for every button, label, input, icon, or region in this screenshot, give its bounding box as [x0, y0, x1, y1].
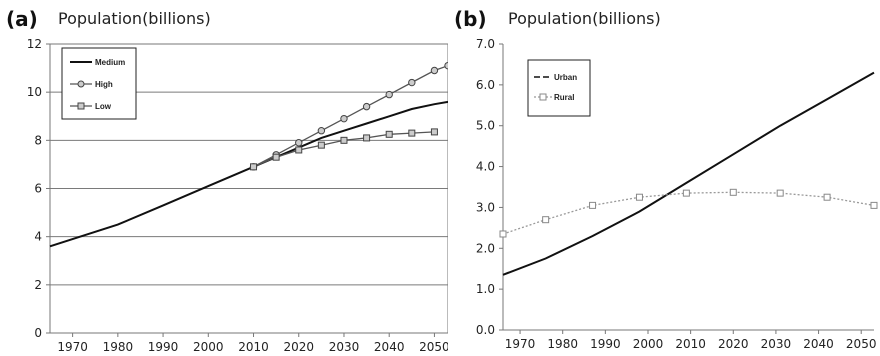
panel-a-legend: Medium High Low	[61, 47, 137, 120]
b-series-rural-point	[776, 189, 784, 197]
b-y-tick-label: 5.0	[476, 119, 495, 133]
a-series-high-point	[295, 139, 303, 147]
a-x-tick-label: 2040	[374, 340, 405, 354]
b-x-tick-label: 1970	[505, 337, 536, 351]
b-y-tick-label: 0.0	[476, 323, 495, 337]
legend-high-label: High	[95, 80, 113, 89]
a-series-low-point	[408, 129, 416, 137]
b-series-rural-point	[589, 201, 597, 209]
panel-b-title: Population(billions)	[508, 9, 661, 28]
panel-b-letter: (b)	[454, 7, 487, 31]
a-x-tick-label: 2050	[419, 340, 448, 354]
b-series-rural-point	[870, 201, 878, 209]
b-x-tick-label: 2020	[718, 337, 749, 351]
a-series-high-point	[408, 78, 416, 87]
a-series-high-point	[362, 102, 371, 111]
legend-low-label: Low	[95, 102, 112, 111]
b-series-rural-line	[502, 191, 875, 235]
chart-panel-a: (a) Population(billions) 1970 1980 1990 200…	[6, 7, 448, 354]
b-y-tick-label: 2.0	[476, 241, 495, 255]
a-x-tick-label: 2020	[283, 340, 314, 354]
panel-a-letter: (a)	[6, 7, 38, 31]
b-y-tick-label: 7.0	[476, 37, 495, 51]
legend-rural-label: Rural	[554, 93, 574, 102]
a-series-low-point	[430, 128, 438, 136]
a-y-tick-label: 4	[34, 230, 42, 244]
legend-urban-label: Urban	[554, 73, 577, 82]
panel-b-x-ticks: 1970 1980 1990 2000 2010 2020 2030 2040 2050	[505, 330, 877, 351]
b-series-rural-point	[682, 189, 690, 197]
panel-b-series	[499, 71, 878, 276]
b-series-rural-point	[823, 193, 831, 201]
a-series-low-point	[340, 136, 348, 144]
a-x-tick-label: 1980	[103, 340, 134, 354]
a-series-high-point	[317, 127, 326, 135]
a-x-tick-label: 1990	[148, 340, 179, 354]
a-y-tick-label: 10	[27, 85, 42, 99]
a-series-low-point	[363, 134, 371, 142]
b-series-rural-point	[635, 193, 643, 201]
b-y-tick-label: 1.0	[476, 282, 495, 296]
a-series-high-point	[340, 114, 348, 123]
panel-b-axes	[502, 44, 874, 331]
a-series-low-point	[385, 130, 393, 138]
panel-b-y-ticks: 0.0 1.0 2.0 3.0 4.0 5.0 6.0 7.0	[476, 37, 503, 337]
a-series-high-line	[253, 65, 448, 168]
b-x-tick-label: 2040	[803, 337, 834, 351]
a-series-high-point	[430, 66, 439, 75]
legend-high-marker	[77, 80, 85, 88]
b-x-tick-label: 1980	[547, 337, 578, 351]
a-x-tick-label: 2030	[329, 340, 360, 354]
panel-a-series	[49, 61, 448, 248]
b-series-rural-point	[499, 230, 507, 238]
legend-low-marker	[77, 102, 85, 110]
b-x-tick-label: 2030	[761, 337, 792, 351]
b-series-rural-point	[542, 216, 550, 224]
panel-b-legend: Urban Rural	[527, 59, 591, 117]
b-x-tick-label: 2050	[846, 337, 877, 351]
b-series-urban-line	[502, 71, 875, 276]
panel-b-legend-box	[527, 59, 591, 117]
b-series-rural-point	[729, 188, 737, 196]
chart-panel-b: (b) Population(billions) 1970 1980 1990 200…	[454, 7, 878, 351]
b-y-tick-label: 4.0	[476, 160, 495, 174]
a-y-tick-label: 2	[34, 278, 42, 292]
a-series-low-point	[295, 146, 303, 154]
b-x-tick-label: 2000	[633, 337, 664, 351]
a-series-low-point	[250, 163, 258, 171]
legend-medium-label: Medium	[95, 58, 125, 67]
b-y-tick-label: 3.0	[476, 200, 495, 214]
a-x-tick-label: 1970	[57, 340, 88, 354]
a-series-high-point	[385, 90, 393, 99]
a-series-medium-line	[49, 100, 448, 248]
a-series-low-point	[317, 141, 325, 149]
a-y-tick-label: 0	[34, 326, 42, 340]
b-x-tick-label: 1990	[590, 337, 621, 351]
a-y-tick-label: 6	[34, 182, 42, 196]
a-y-tick-label: 8	[34, 133, 42, 147]
panel-a-y-ticks: 0 2 4 6 8 10 12	[27, 37, 50, 340]
a-x-tick-label: 2010	[238, 340, 269, 354]
b-x-tick-label: 2010	[675, 337, 706, 351]
a-series-low-point	[272, 153, 280, 161]
panel-a-x-ticks: 1970 1980 1990 2000 2010 2020 2030 2040 2050	[57, 333, 448, 354]
a-x-tick-label: 2000	[193, 340, 224, 354]
legend-rural-marker	[539, 93, 547, 101]
panel-a-title: Population(billions)	[58, 9, 211, 28]
b-y-tick-label: 6.0	[476, 78, 495, 92]
a-y-tick-label: 12	[27, 37, 42, 51]
